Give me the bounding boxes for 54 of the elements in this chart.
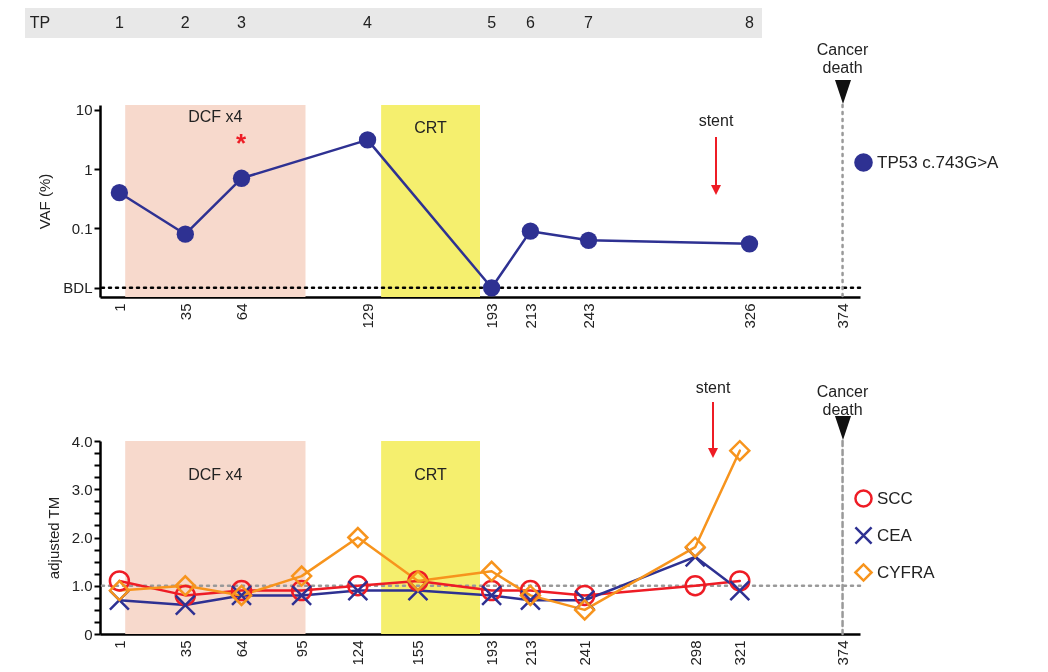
x-tick-label: 124 — [349, 640, 367, 666]
x-tick-label: 213 — [521, 303, 539, 329]
ref-line-label: Cancer death — [816, 41, 870, 76]
x-tick-label: 213 — [521, 640, 539, 666]
y-tick-label: 0.1 — [71, 219, 93, 237]
legend-label: TP53 c.743G>A — [877, 152, 1000, 172]
y-axis-title: VAF (%) — [36, 173, 54, 230]
text: stent — [695, 379, 731, 396]
legend-label: CYFRA — [877, 562, 936, 582]
band-label: DCF x4 — [188, 466, 243, 483]
x-tick-label: 374 — [834, 640, 852, 666]
text: 5 — [487, 14, 497, 31]
y-tick-label: BDL — [63, 279, 93, 297]
y-tick-label: 1.0 — [71, 577, 93, 595]
x-tick-label: 241 — [576, 640, 594, 666]
x-tick-label: 155 — [409, 640, 427, 666]
text: 6 — [525, 14, 535, 31]
x-tick-label: 1 — [110, 303, 128, 312]
x-tick-label: 243 — [580, 303, 598, 329]
x-tick-label: 64 — [233, 303, 251, 321]
x-tick-label: 64 — [233, 640, 251, 658]
x-tick-label: 193 — [483, 640, 501, 666]
x-tick-label: 95 — [293, 640, 311, 658]
annotation: stent — [698, 112, 734, 129]
y-tick-label: 2.0 — [71, 529, 93, 546]
ref-line-label: Cancer death — [816, 383, 870, 418]
x-tick-label: 193 — [483, 303, 501, 329]
y-tick-label: 10 — [75, 101, 93, 119]
x-tick-label: 374 — [834, 303, 852, 329]
text: 7 — [584, 14, 594, 31]
x-tick-label: 298 — [686, 640, 704, 666]
x-tick-label: 321 — [731, 640, 749, 666]
text: 2 — [180, 14, 190, 31]
y-tick-label: 3.0 — [71, 480, 93, 498]
text: 4 — [363, 14, 372, 31]
text: 3 — [237, 14, 246, 31]
text: 1 — [114, 14, 124, 31]
x-tick-label: 129 — [359, 303, 377, 329]
legend-label: SCC — [877, 488, 913, 508]
annotation: * — [235, 128, 247, 158]
text: 8 — [745, 14, 754, 31]
x-tick-label: 35 — [176, 640, 194, 658]
y-tick-label: 0 — [84, 625, 93, 643]
legend-label: CEA — [877, 525, 913, 545]
x-tick-label: 35 — [176, 303, 194, 321]
y-tick-label: 4.0 — [71, 432, 93, 450]
text: TP — [29, 14, 51, 31]
band-label: CRT — [414, 119, 448, 136]
band-label: DCF x4 — [188, 108, 243, 125]
y-tick-label: 1 — [84, 160, 93, 178]
band-label: CRT — [414, 466, 448, 483]
x-tick-label: 1 — [110, 640, 128, 649]
x-tick-label: 326 — [740, 303, 758, 329]
y-axis-title: adjusted TM — [44, 496, 62, 580]
